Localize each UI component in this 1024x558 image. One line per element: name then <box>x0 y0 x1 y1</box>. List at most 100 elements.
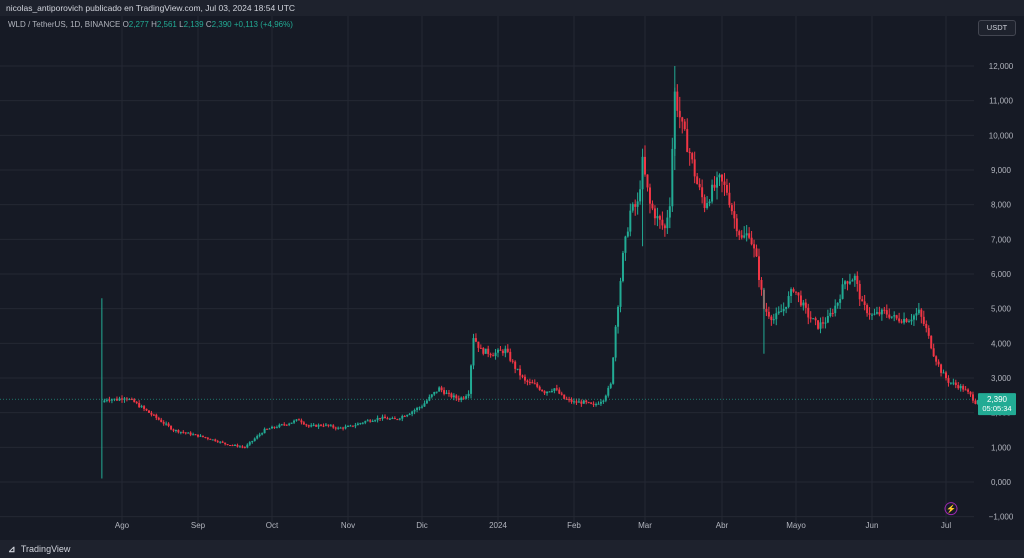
candle-body <box>861 299 864 302</box>
candle-body <box>930 335 933 349</box>
x-tick-label: Jun <box>866 521 879 530</box>
time-axis[interactable]: Ago Sep Oct Nov Dic 2024 Feb Mar Abr Mayo Jun Jul <box>115 521 951 530</box>
chart-area[interactable]: 12,000 11,000 10,000 9,000 8,000 7,000 6,000 5,… <box>0 16 1024 540</box>
candle-body <box>297 419 300 421</box>
candle-body <box>371 420 374 422</box>
candle-body <box>582 400 585 404</box>
candle-body <box>342 427 345 429</box>
publish-line: nicolas_antiporovich publicado en Tradin… <box>6 3 296 13</box>
candle-body <box>266 428 269 430</box>
candle-body <box>959 385 962 389</box>
candle-body <box>721 174 723 182</box>
candle-body <box>484 348 487 354</box>
candle-body <box>969 391 972 395</box>
candle-body <box>706 203 709 208</box>
candle-body <box>280 424 283 426</box>
candle-body <box>290 422 293 424</box>
candle-body <box>440 387 443 391</box>
candle-body <box>497 349 499 353</box>
candle-body <box>745 233 748 236</box>
candle-body <box>307 425 310 427</box>
candle-body <box>474 338 477 342</box>
candle-body <box>971 394 974 401</box>
candle-body <box>509 351 512 361</box>
candle-body <box>165 423 168 425</box>
candle-body <box>937 361 940 365</box>
candle-body <box>388 418 391 420</box>
candle-body <box>376 417 379 421</box>
candle-body <box>406 414 409 417</box>
candle-body <box>349 425 352 427</box>
candle-body <box>875 312 878 314</box>
candle-body <box>725 184 728 193</box>
candle-body <box>541 389 544 392</box>
open-label: O <box>122 20 129 29</box>
x-tick-label: Jul <box>941 521 951 530</box>
candle-body <box>976 400 979 404</box>
candle-body <box>411 411 414 414</box>
currency-unit-button[interactable]: USDT <box>978 20 1016 36</box>
brand-name[interactable]: TradingView <box>20 544 71 554</box>
candle-body <box>455 395 458 399</box>
candle-body <box>103 400 106 403</box>
candle-body <box>189 432 192 435</box>
low-label: L <box>179 20 184 29</box>
candle-body <box>271 426 273 429</box>
candle-body <box>880 309 883 315</box>
candle-body <box>241 446 244 448</box>
change-value: +0,113 (+4,96%) <box>233 20 293 29</box>
candle-body <box>716 177 719 188</box>
candle-body <box>170 425 173 430</box>
candle-body <box>108 399 111 401</box>
candle-body <box>785 306 788 309</box>
candle-body <box>162 422 165 424</box>
candle-body <box>671 148 674 207</box>
candle-body <box>799 295 802 306</box>
candle-body <box>755 248 758 257</box>
price-axis[interactable]: 12,000 11,000 10,000 9,000 8,000 7,000 6,000 5,… <box>944 62 1016 522</box>
candle-body <box>172 429 175 431</box>
candle-body <box>895 315 898 319</box>
x-tick-label: Sep <box>191 521 206 530</box>
lightning-icon-ring <box>944 502 958 516</box>
candle-body <box>772 319 775 321</box>
candle-body <box>925 323 928 329</box>
candle-body <box>337 427 340 429</box>
candle-body <box>482 348 485 354</box>
candle-body <box>678 110 681 118</box>
candle-body <box>536 383 539 387</box>
y-tick-label: 11,000 <box>989 97 1013 106</box>
candle-body <box>599 401 602 404</box>
candle-body <box>683 121 686 130</box>
candle-body <box>133 399 136 403</box>
candle-body <box>351 425 354 427</box>
candle-body <box>935 356 938 362</box>
candle-body <box>686 129 689 152</box>
candle-body <box>209 438 212 440</box>
candle-body <box>278 424 281 428</box>
candle-body <box>967 389 970 392</box>
candle-body <box>871 314 873 316</box>
y-tick-label: 9,000 <box>991 166 1012 175</box>
candle-body <box>826 315 829 323</box>
candle-body <box>460 397 463 401</box>
tradingview-logo-icon[interactable]: ⊿ <box>8 544 16 554</box>
lightning-icon[interactable]: ⚡ <box>944 502 958 516</box>
candle-body <box>868 313 871 315</box>
candle-body <box>730 205 733 212</box>
candle-body <box>570 399 573 402</box>
candle-body <box>949 382 952 384</box>
candle-body <box>807 307 810 318</box>
price-chart[interactable]: 12,000 11,000 10,000 9,000 8,000 7,000 6,000 5,… <box>0 16 1024 540</box>
candle-body <box>873 313 876 315</box>
candle-body <box>288 423 291 425</box>
candle-body <box>155 414 158 418</box>
candle-body <box>824 322 827 324</box>
candle-body <box>760 279 763 290</box>
candle-body <box>248 442 251 445</box>
last-price-badge <box>978 393 1016 416</box>
candle-body <box>332 425 335 428</box>
x-tick-label: Feb <box>567 521 581 530</box>
candle-body <box>952 382 955 384</box>
candle-body <box>668 206 671 218</box>
